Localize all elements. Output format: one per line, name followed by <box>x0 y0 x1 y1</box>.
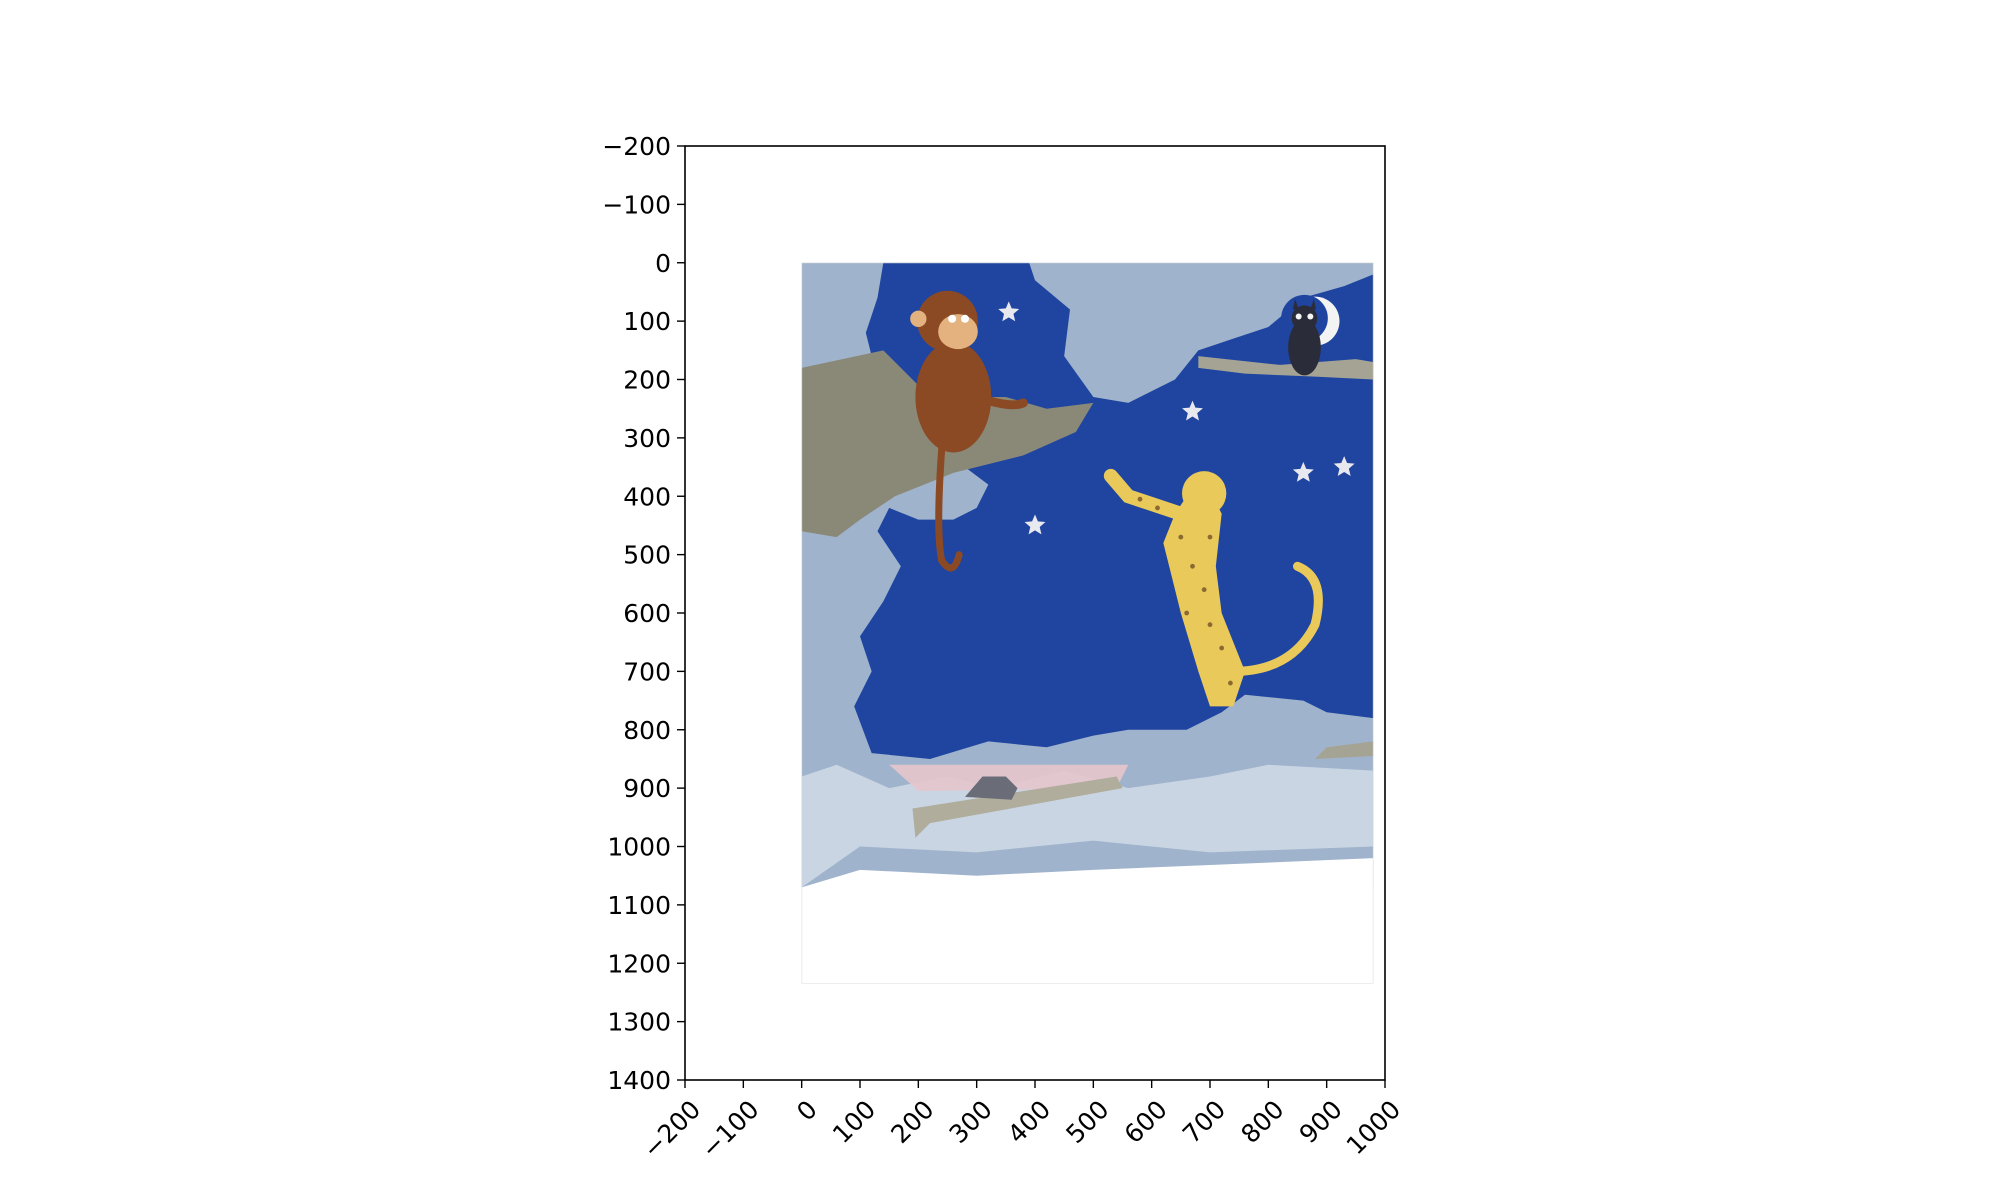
y-tick-label: 1100 <box>607 891 671 920</box>
monkey-body <box>915 341 992 453</box>
x-tick-label: 100 <box>827 1095 881 1149</box>
x-tick-label: −200 <box>637 1095 706 1164</box>
leopard-head <box>1182 471 1227 516</box>
star <box>1024 514 1046 535</box>
owl-eye <box>1307 313 1314 320</box>
y-tick-label: 1400 <box>607 1066 671 1095</box>
leopard-spot <box>1207 534 1213 540</box>
x-tick-label: 200 <box>885 1095 939 1149</box>
y-tick-label: 500 <box>623 541 671 570</box>
y-tick-label: 100 <box>623 307 671 336</box>
star <box>1292 461 1314 482</box>
y-tick-label: 400 <box>623 482 671 511</box>
leopard-spot <box>1155 505 1160 511</box>
owl-branch <box>1198 356 1374 380</box>
right-twig <box>1315 741 1374 759</box>
monkey-eye <box>961 314 969 323</box>
owl-head <box>1291 305 1318 332</box>
x-tick-label: 700 <box>1177 1095 1231 1149</box>
y-tick-label: −200 <box>602 132 671 161</box>
leopard-spot <box>1137 496 1143 502</box>
y-tick-label: 1000 <box>607 833 671 862</box>
y-tick-label: 700 <box>623 657 671 686</box>
leopard-body <box>1163 490 1245 707</box>
y-tick-label: −100 <box>602 190 671 219</box>
y-axis: −200 −100 0 100 200 300 400 500 600 700 800 900 1000… <box>602 132 685 1095</box>
illustration-image <box>801 262 1374 984</box>
owl-eye <box>1295 313 1302 320</box>
owl-ear <box>1292 298 1299 310</box>
lower-branch <box>912 776 1123 838</box>
lower-cloud <box>801 764 1374 888</box>
leopard-spot <box>1184 610 1190 616</box>
owl-ear <box>1310 298 1317 310</box>
x-tick-label: 400 <box>1002 1095 1056 1149</box>
monkey-eye <box>948 314 957 323</box>
y-tick-label: 600 <box>623 599 671 628</box>
x-tick-label: 0 <box>791 1095 823 1127</box>
x-tick-label: 900 <box>1294 1095 1348 1149</box>
leopard-spot <box>1190 563 1195 569</box>
leopard-spot <box>1207 622 1213 628</box>
leopard-spot <box>1201 587 1207 593</box>
star <box>1333 456 1355 476</box>
bottom-paper <box>801 858 1374 984</box>
x-tick-label: −100 <box>696 1095 765 1164</box>
x-tick-label: 1000 <box>1341 1095 1406 1160</box>
monkey-arm <box>972 392 1028 410</box>
y-tick-label: 1200 <box>607 949 671 978</box>
owl-body <box>1288 319 1321 376</box>
x-tick-label: 500 <box>1060 1095 1114 1149</box>
star <box>998 301 1020 322</box>
star <box>1182 400 1203 421</box>
leopard-tail <box>1228 561 1323 676</box>
monkey-ear <box>910 310 927 327</box>
y-tick-label: 300 <box>623 424 671 453</box>
y-tick-label: 200 <box>623 366 671 395</box>
leopard-arm <box>1103 468 1188 521</box>
leopard-spot <box>1178 534 1184 540</box>
x-tick-label: 300 <box>944 1095 998 1149</box>
leopard-spot <box>1228 680 1233 686</box>
y-tick-label: 800 <box>623 716 671 745</box>
y-tick-label: 0 <box>655 249 671 278</box>
monkey-face <box>938 314 978 350</box>
leopard-spot <box>1219 645 1225 651</box>
x-tick-label: 800 <box>1235 1095 1289 1149</box>
x-tick-label: 600 <box>1119 1095 1173 1149</box>
y-tick-label: 900 <box>623 774 671 803</box>
y-tick-label: 1300 <box>607 1008 671 1037</box>
small-rock <box>965 776 1018 800</box>
monkey-tail <box>935 446 963 572</box>
